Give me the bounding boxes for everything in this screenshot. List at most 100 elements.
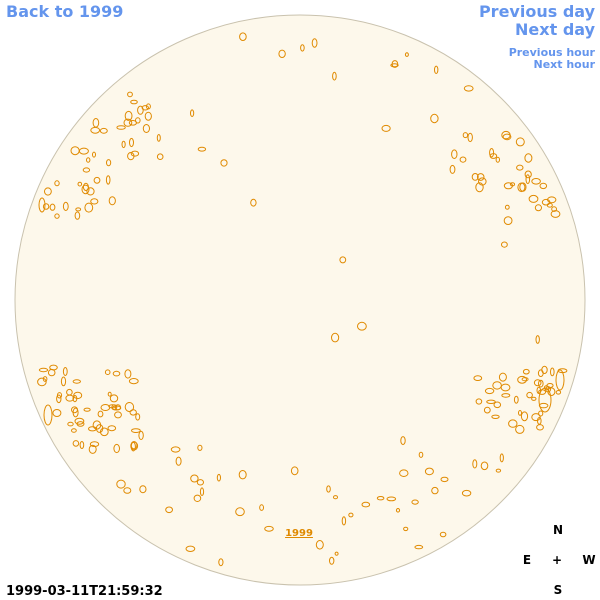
contour (528, 194, 539, 203)
contour (513, 395, 519, 404)
contour (498, 372, 507, 382)
contour (108, 196, 116, 206)
year-link[interactable]: 1999 (285, 528, 313, 539)
contour (489, 148, 495, 158)
contour (311, 38, 318, 48)
contour (81, 184, 90, 195)
contour (113, 443, 120, 454)
contour (54, 180, 60, 187)
contour (128, 120, 137, 126)
contour (37, 377, 47, 387)
contour (95, 424, 104, 433)
contour (130, 441, 136, 452)
contour (449, 164, 456, 174)
contour (462, 132, 469, 139)
contour (331, 332, 340, 343)
contour (339, 256, 347, 264)
contour (73, 391, 83, 400)
contour (538, 379, 544, 388)
contour (74, 211, 81, 220)
compass-east: E (523, 553, 531, 567)
contour (357, 321, 367, 331)
contour (333, 495, 338, 500)
contour (60, 376, 67, 387)
contour (467, 132, 473, 143)
contour (418, 451, 424, 458)
contour (86, 187, 95, 196)
contour (539, 182, 548, 190)
contour (93, 176, 101, 184)
contour (414, 544, 424, 550)
contour (49, 364, 58, 371)
contour (71, 428, 77, 433)
contour (535, 335, 540, 344)
contour (42, 376, 48, 382)
contour (484, 387, 495, 395)
contour (278, 49, 286, 58)
previous-hour-link[interactable]: Previous hour (509, 46, 596, 59)
contour (525, 174, 531, 185)
contour (476, 173, 485, 181)
contour (502, 133, 512, 141)
contour (114, 404, 122, 411)
contour (99, 427, 109, 437)
contour (461, 489, 472, 497)
contour (534, 204, 543, 212)
contour (395, 508, 401, 513)
contour (515, 137, 525, 147)
contour (104, 369, 111, 376)
contour (537, 369, 544, 378)
contour (197, 444, 203, 451)
contour (121, 140, 126, 149)
contour (473, 375, 483, 382)
contour (52, 409, 62, 417)
back-link[interactable]: Back to 1999 (6, 2, 123, 21)
next-hour-link[interactable]: Next hour (534, 58, 596, 71)
contour (516, 164, 524, 171)
contour (141, 105, 150, 111)
contour (495, 156, 500, 163)
previous-day-link[interactable]: Previous day (479, 2, 596, 21)
contour (411, 499, 419, 505)
contour (290, 466, 299, 476)
contour (156, 134, 161, 142)
contour (531, 396, 537, 401)
contour (196, 479, 204, 486)
contour (88, 444, 97, 454)
contour (72, 440, 80, 447)
contour (124, 369, 132, 379)
contour (259, 504, 265, 511)
contour (130, 150, 140, 157)
contour (508, 419, 518, 428)
contour (533, 379, 542, 387)
contour (72, 407, 79, 418)
contour (386, 496, 397, 502)
contour (459, 156, 467, 163)
contour (165, 506, 174, 514)
contour (555, 390, 562, 395)
contour (518, 410, 522, 416)
contour (144, 111, 152, 121)
contour (547, 196, 557, 204)
contour (399, 469, 409, 478)
contour (78, 147, 89, 155)
contour (517, 375, 527, 384)
contour (175, 456, 182, 466)
contour (521, 377, 529, 382)
contour (139, 485, 147, 494)
contour (501, 393, 511, 398)
contour (123, 487, 132, 494)
contour (89, 441, 100, 448)
contour (116, 479, 126, 489)
contour (131, 428, 141, 434)
contour (491, 414, 500, 419)
contour (114, 411, 122, 419)
contour (137, 105, 144, 115)
next-day-link[interactable]: Next day (515, 20, 596, 39)
contour (82, 167, 91, 173)
contour (501, 241, 508, 248)
contour (250, 198, 257, 207)
contour (72, 379, 82, 384)
contour (326, 485, 331, 493)
contour (550, 210, 561, 218)
